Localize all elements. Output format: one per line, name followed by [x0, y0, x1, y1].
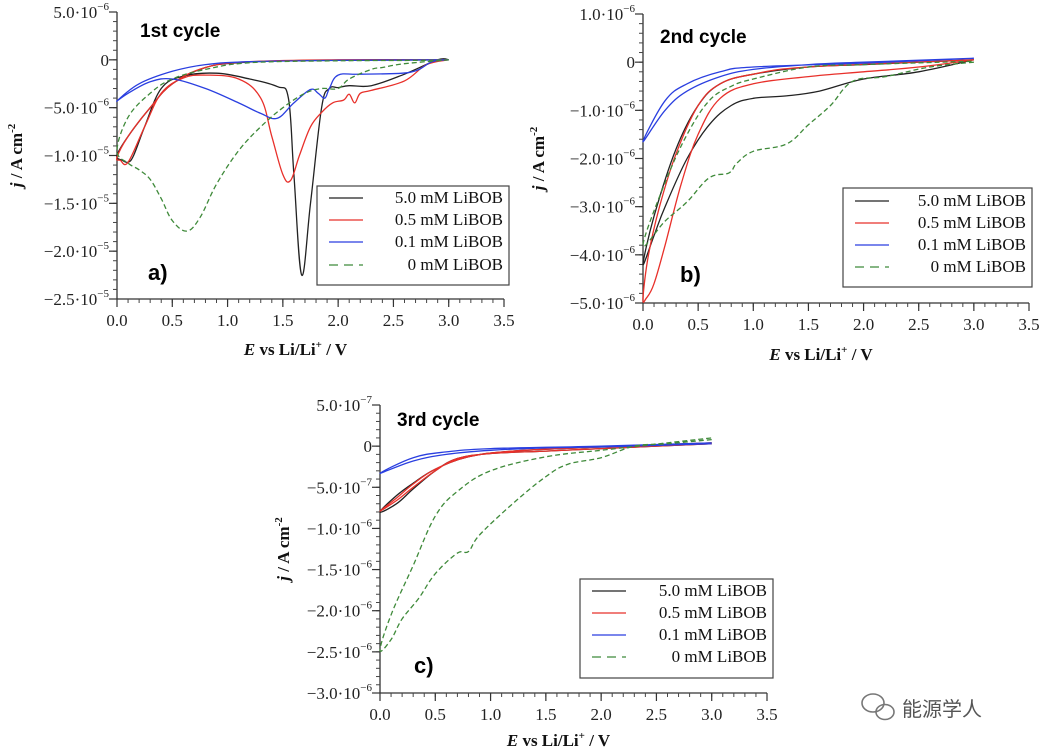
x-tick-label: 1.5	[535, 705, 556, 724]
y-tick-label: −2.0·10−6	[570, 148, 636, 169]
x-tick-label: 3.0	[963, 315, 984, 334]
series-line-0-5-mm-libob	[115, 59, 449, 183]
x-axis-label: E vs Li/Li+ / V	[768, 344, 873, 364]
legend-box	[579, 578, 774, 679]
legend-entry: 0.5 mM LiBOB	[918, 213, 1026, 232]
y-tick-label: −2.0·10−6	[307, 600, 373, 621]
x-tick-label: 0.5	[425, 705, 446, 724]
y-tick-label: −1.5·10−5	[44, 192, 110, 213]
wechat-icon	[861, 693, 895, 721]
y-tick-label: −3.0·10−6	[307, 682, 373, 703]
cycle-title: 3rd cycle	[397, 410, 479, 431]
y-axis-label: j / A cm-2	[528, 126, 548, 193]
legend-box	[842, 187, 1033, 288]
x-tick-label: 2.0	[591, 705, 612, 724]
x-tick-label: 1.5	[272, 311, 293, 330]
x-tick-label: 0.5	[688, 315, 709, 334]
series-line-0-5-mm-libob	[379, 442, 712, 512]
y-tick-label: −5.0·10−6	[570, 292, 636, 313]
y-tick-label: 0	[627, 53, 636, 72]
y-axis-label: j / A cm-2	[273, 517, 293, 584]
y-tick-label: −1.0·10−6	[307, 517, 373, 538]
x-tick-label: 2.0	[328, 311, 349, 330]
series-line-0-mm-libob	[379, 437, 712, 652]
x-tick-label: 3.5	[1018, 315, 1039, 334]
y-tick-label: 0	[364, 437, 373, 456]
legend-entry: 5.0 mM LiBOB	[918, 191, 1026, 210]
cycle-title: 2nd cycle	[660, 27, 747, 48]
series-line-0-1-mm-libob	[379, 442, 712, 474]
legend-entry: 0 mM LiBOB	[931, 257, 1026, 276]
legend-entry: 0.1 mM LiBOB	[918, 235, 1026, 254]
y-tick-label: −3.0·10−6	[570, 196, 636, 217]
x-tick-label: 3.0	[701, 705, 722, 724]
panel-label: b)	[680, 262, 701, 287]
x-tick-label: 3.5	[756, 705, 777, 724]
legend-entry: 0.5 mM LiBOB	[395, 210, 503, 229]
legend-box	[316, 185, 510, 286]
legend: 5.0 mM LiBOB 0.5 mM LiBOB 0.1 mM LiBOB 0 mM…	[316, 185, 510, 286]
series-line-0-mm-libob	[116, 59, 449, 232]
watermark: 能源学人	[861, 693, 982, 721]
y-tick-label: 0	[101, 51, 110, 70]
watermark-text: 能源学人	[902, 697, 982, 721]
cycle-title: 1st cycle	[140, 21, 220, 42]
x-tick-label: 3.0	[438, 311, 459, 330]
y-tick-label: −2.5·10−5	[44, 288, 110, 309]
x-tick-label: 1.0	[743, 315, 764, 334]
y-tick-label: −1.5·10−6	[307, 559, 373, 580]
x-tick-label: 0.0	[106, 311, 127, 330]
x-tick-label: 2.5	[383, 311, 404, 330]
x-tick-label: 1.0	[480, 705, 501, 724]
legend-entry: 0.1 mM LiBOB	[395, 232, 503, 251]
y-tick-label: −2.5·10−6	[307, 641, 373, 662]
y-axis-label: j / A cm-2	[6, 123, 26, 190]
y-tick-label: 5.0·10−6	[53, 1, 109, 22]
x-tick-label: 2.5	[646, 705, 667, 724]
chart-panel-c: 0.0 0.5 1.0 1.5 2.0 2.5 3.0 3.5 5.0·10−7 0 −5.0·10…	[273, 394, 778, 750]
legend: 5.0 mM LiBOB 0.5 mM LiBOB 0.1 mM LiBOB 0 mM…	[842, 187, 1033, 288]
chart-panel-b: 0.0 0.5 1.0 1.5 2.0 2.5 3.0 3.5 1.0·10−6 0 −1.0·10…	[528, 3, 1040, 364]
x-tick-label: 2.5	[908, 315, 929, 334]
y-tick-label: −1.0·10−6	[570, 99, 636, 120]
x-tick-label: 2.0	[853, 315, 874, 334]
x-tick-label: 3.5	[493, 311, 514, 330]
panel-label: a)	[148, 260, 168, 285]
x-tick-label: 1.0	[217, 311, 238, 330]
y-tick-label: 5.0·10−7	[316, 394, 372, 415]
series-line-0-mm-libob	[642, 60, 974, 248]
series-line-0-1-mm-libob	[116, 59, 449, 120]
x-tick-label: 1.5	[798, 315, 819, 334]
y-tick-label: −1.0·10−5	[44, 145, 110, 166]
legend-entry: 0 mM LiBOB	[672, 647, 767, 666]
x-tick-label: 0.0	[632, 315, 653, 334]
panel-label: c)	[414, 653, 434, 678]
x-axis-label: E vs Li/Li+ / V	[243, 339, 348, 359]
x-tick-label: 0.0	[369, 705, 390, 724]
legend-entry: 5.0 mM LiBOB	[395, 188, 503, 207]
y-tick-label: 1.0·10−6	[579, 3, 635, 24]
legend-entry: 0 mM LiBOB	[408, 255, 503, 274]
y-tick-label: −4.0·10−6	[570, 244, 636, 265]
x-axis-label: E vs Li/Li+ / V	[506, 730, 611, 750]
y-tick-label: −2.0·10−5	[44, 240, 110, 261]
legend-entry: 5.0 mM LiBOB	[659, 581, 767, 600]
series-line-0-1-mm-libob	[642, 57, 974, 143]
legend: 5.0 mM LiBOB 0.5 mM LiBOB 0.1 mM LiBOB 0 mM…	[579, 578, 774, 679]
legend-entry: 0.5 mM LiBOB	[659, 603, 767, 622]
y-tick-label: −5.0·10−6	[44, 97, 110, 118]
series-line-0-5-mm-libob	[642, 59, 974, 303]
legend-entry: 0.1 mM LiBOB	[659, 625, 767, 644]
chart-panel-a: 0.0 0.5 1.0 1.5 2.0 2.5 3.0 3.5 5.0·10−6 0 −5.0·10…	[6, 1, 515, 359]
x-tick-label: 0.5	[162, 311, 183, 330]
y-tick-label: −5.0·10−7	[307, 476, 373, 497]
